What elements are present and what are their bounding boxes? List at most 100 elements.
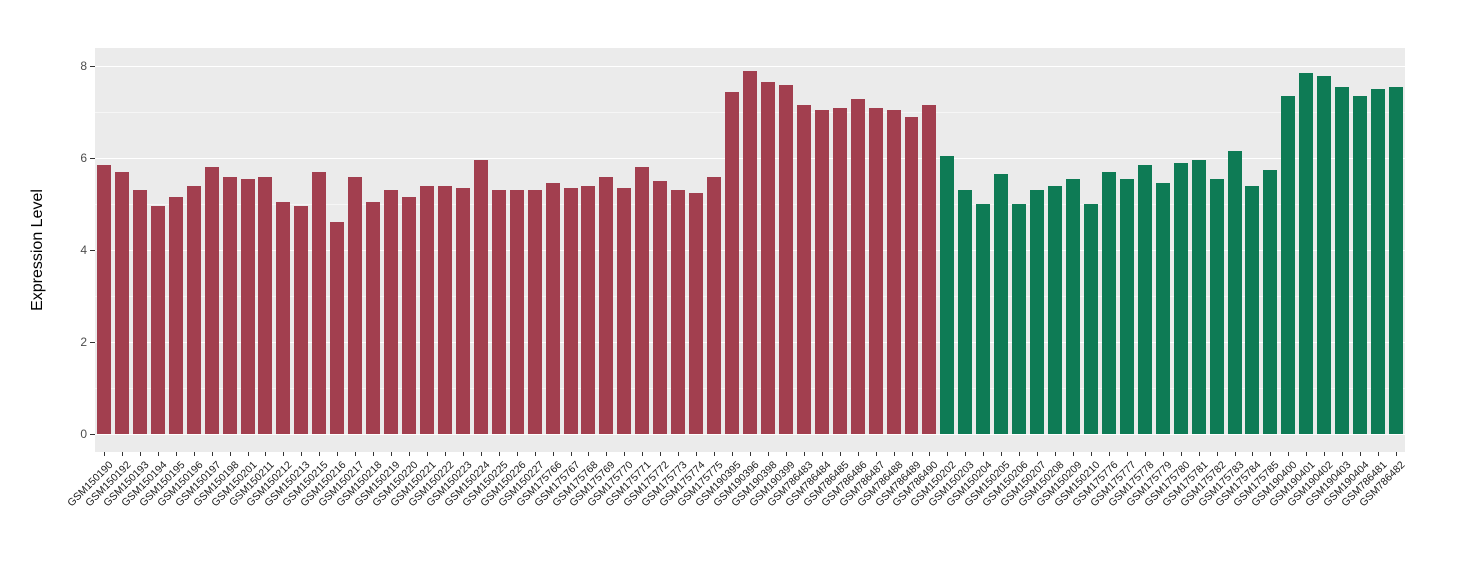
bar [437,185,452,434]
y-tick-label: 6 [80,151,87,166]
x-tick-mark [480,452,482,456]
bar [222,176,237,434]
bar [671,190,686,434]
bar [1101,171,1116,434]
bar [725,91,740,434]
bar [114,171,129,434]
x-tick-mark [139,452,141,456]
x-tick-mark [965,452,967,456]
bar [707,176,722,434]
x-tick-mark [1126,452,1128,456]
x-tick-mark [1001,452,1003,456]
bar [204,167,219,434]
x-tick-mark [516,452,518,456]
bar [1066,178,1080,434]
bar [186,185,201,434]
bar [778,84,793,434]
bar [1209,178,1224,434]
x-tick-mark [767,452,769,456]
bar [240,178,255,434]
bar [348,176,363,434]
x-tick-mark [462,452,464,456]
bar [1353,96,1368,434]
x-tick-mark [911,452,913,456]
bar [976,204,991,434]
bar [1263,169,1278,434]
x-tick-mark [265,452,267,456]
y-tick-mark [90,66,95,68]
bar [1227,151,1242,434]
bar [599,176,614,434]
bar [886,109,901,434]
gridline-major [95,66,1405,68]
x-tick-mark [714,452,716,456]
x-tick-mark [1037,452,1039,456]
x-tick-mark [1055,452,1057,456]
bar [994,174,1009,434]
x-tick-mark [606,452,608,456]
bar [940,155,955,434]
bar [635,167,650,434]
x-tick-mark [1162,452,1164,456]
bar [509,190,524,434]
x-tick-mark [857,452,859,456]
gridline-major [95,433,1405,435]
x-tick-mark [893,452,895,456]
y-tick-label: 4 [80,243,87,257]
bar [617,188,632,434]
bar [563,188,578,434]
x-tick-mark [839,452,841,456]
x-tick-mark [409,452,411,456]
x-tick-mark [1360,452,1362,456]
x-tick-mark [373,452,375,456]
y-tick-mark [90,433,95,435]
bar [527,190,542,434]
x-tick-mark [534,452,536,456]
x-tick-mark [391,452,393,456]
bar [96,165,111,434]
x-tick-mark [1288,452,1290,456]
bar [150,206,165,434]
bar [330,222,345,434]
x-tick-mark [229,452,231,456]
x-tick-mark [211,452,213,456]
x-tick-mark [750,452,751,456]
bar [814,109,829,434]
x-tick-mark [444,452,446,456]
bar [1119,178,1134,434]
bar [1371,89,1386,434]
bar [473,160,488,434]
x-tick-mark [1234,452,1236,456]
x-tick-mark [337,452,339,456]
x-tick-mark [803,452,805,456]
bar [545,183,560,434]
bar [689,192,704,434]
bar [1012,204,1027,434]
bar [1317,75,1332,434]
bar [1030,190,1045,434]
bar [743,70,757,434]
bar [455,188,470,434]
bar [1137,165,1152,434]
x-tick-mark [1198,452,1200,456]
bar [312,171,327,434]
y-tick-label: 2 [80,334,87,349]
bar [168,197,183,434]
x-tick-mark [157,452,159,456]
bar [1048,185,1063,434]
x-tick-mark [1306,452,1308,456]
y-tick-mark [90,250,95,251]
x-tick-mark [175,452,177,456]
bar [402,197,417,434]
x-tick-mark [193,452,195,456]
bar [491,190,506,434]
y-tick-label: 8 [80,59,87,74]
bar [832,107,847,434]
bar [868,107,883,434]
x-tick-mark [1378,452,1380,456]
x-tick-mark [624,452,626,456]
bar [276,201,291,434]
x-tick-mark [1324,452,1326,456]
y-axis-title: Expression Level [29,189,46,311]
